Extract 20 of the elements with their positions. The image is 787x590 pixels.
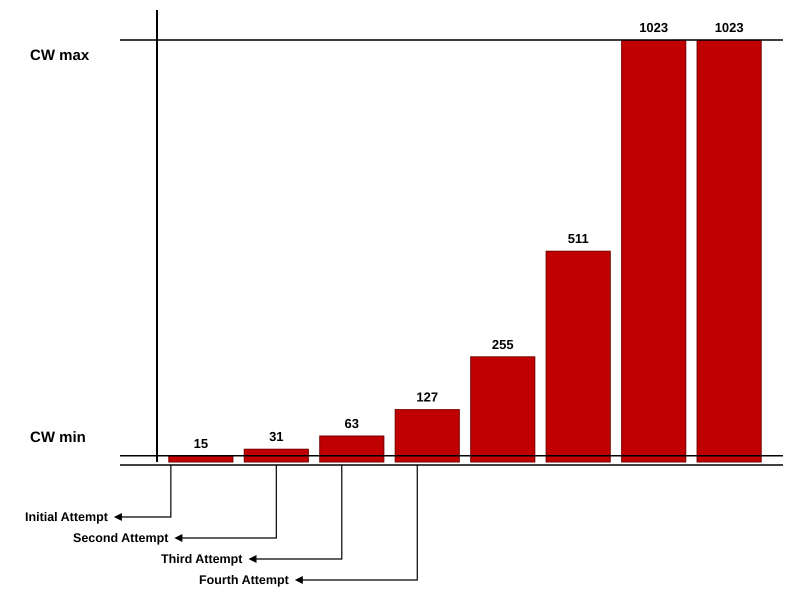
bar <box>319 436 384 462</box>
ref-line-label: CW max <box>30 47 90 64</box>
data-label: 255 <box>492 336 514 352</box>
data-label: 511 <box>568 231 589 246</box>
bar <box>546 250 611 462</box>
text: Second Attempt <box>73 531 170 545</box>
data-label: 1023 <box>714 20 744 35</box>
data-label: 63 <box>344 416 360 432</box>
bar <box>696 40 762 462</box>
data-label: 127 <box>416 390 438 405</box>
text: Initial Attempt <box>25 510 109 524</box>
data-label: 15 <box>194 436 208 451</box>
data-label: 31 <box>269 429 284 444</box>
bar <box>394 409 460 462</box>
text: Third Attempt <box>161 552 244 566</box>
bar <box>621 40 686 462</box>
bar <box>470 356 536 462</box>
text: Fourth Attempt <box>199 573 290 587</box>
ref-line-label: CW min <box>30 428 86 446</box>
data-label: 1023 <box>639 20 668 35</box>
